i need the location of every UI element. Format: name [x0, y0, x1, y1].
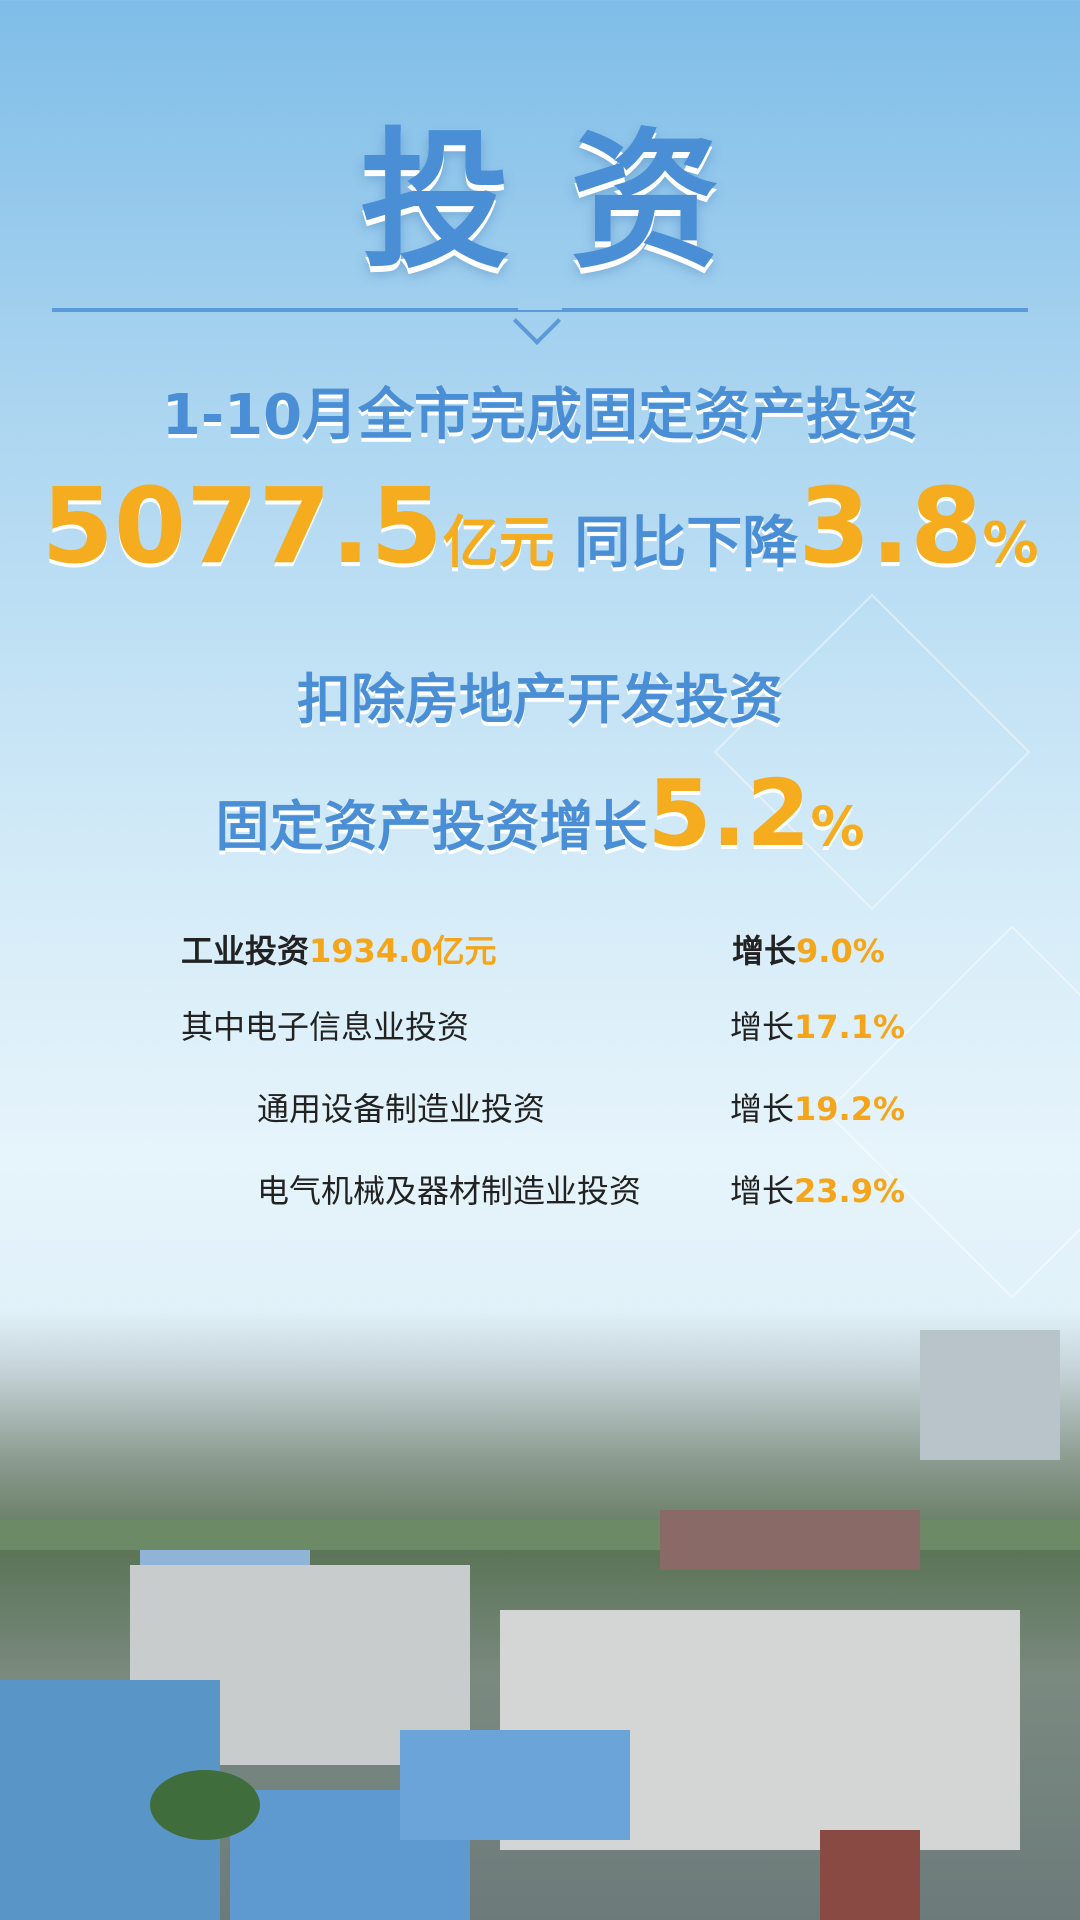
excl-line2: 固定资产投资增长5.2% [0, 760, 1080, 867]
headline-line1: 1-10月全市完成固定资产投资 [161, 383, 919, 448]
amount-unit: 亿元 [442, 511, 555, 576]
excl-percent: % [810, 795, 865, 858]
city-aerial-photo [0, 1310, 1080, 1920]
excl-label: 固定资产投资增长 [215, 795, 648, 858]
detail-growth-electronics: 增长17.1% [730, 1008, 906, 1046]
divider [52, 308, 1028, 312]
excl-line1: 扣除房地产开发投资 [297, 668, 783, 731]
detail-growth-industrial: 增长9.0% [732, 932, 885, 970]
detail-growth-electrical-machinery: 增长23.9% [730, 1172, 906, 1210]
headline-amount-line: 5077.5亿元 同比下降3.8% [0, 465, 1080, 587]
detail-label-electronics: 其中电子信息业投资 [181, 1008, 470, 1046]
page-title: 投资 [359, 115, 780, 289]
detail-label-industrial: 工业投资1934.0亿元 [181, 932, 497, 970]
change-percent: % [982, 511, 1039, 576]
change-label: 同比下降 [574, 511, 799, 576]
change-value: 3.8 [798, 465, 983, 587]
excl-value: 5.2 [647, 760, 811, 867]
detail-label-electrical-machinery: 电气机械及器材制造业投资 [257, 1172, 642, 1210]
detail-label-general-equipment: 通用设备制造业投资 [257, 1090, 546, 1128]
amount-value: 5077.5 [41, 465, 443, 587]
detail-growth-general-equipment: 增长19.2% [730, 1090, 906, 1128]
